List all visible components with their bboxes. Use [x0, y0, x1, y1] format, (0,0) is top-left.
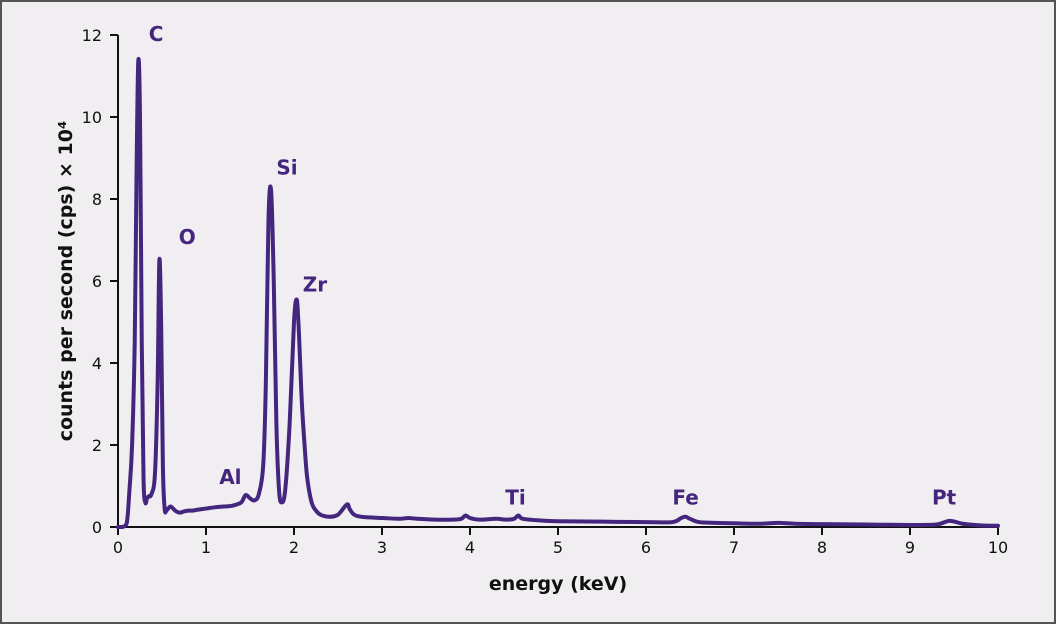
x-tick-label: 4 [465, 538, 475, 557]
x-tick-label: 10 [988, 538, 1008, 557]
peak-label-pt: Pt [932, 485, 957, 509]
spectrum-line [116, 57, 1000, 529]
y-tick-label: 12 [82, 26, 102, 45]
peak-label-fe: Fe [672, 485, 698, 509]
x-tick-label: 3 [377, 538, 387, 557]
peak-label-ti: Ti [505, 485, 526, 509]
y-axis-ticks: 0 2 4 6 8 10 12 [82, 26, 118, 537]
x-tick-label: 8 [817, 538, 827, 557]
peak-label-zr: Zr [303, 272, 328, 296]
x-tick-label: 9 [905, 538, 915, 557]
x-axis-ticks: 0 1 2 3 4 5 6 7 8 9 10 [113, 527, 1008, 557]
y-tick-label: 2 [92, 436, 102, 455]
x-tick-label: 2 [289, 538, 299, 557]
y-tick-label: 8 [92, 190, 102, 209]
x-tick-label: 7 [729, 538, 739, 557]
y-tick-label: 6 [92, 272, 102, 291]
x-tick-label: 1 [201, 538, 211, 557]
peak-annotations: C O Al Si Zr Ti Fe Pt [149, 22, 957, 509]
x-tick-label: 0 [113, 538, 123, 557]
x-tick-label: 6 [641, 538, 651, 557]
peak-label-si: Si [276, 155, 297, 179]
peak-label-c: C [149, 22, 164, 46]
y-axis-title: counts per second (cps) × 10⁴ [55, 121, 77, 442]
y-tick-label: 4 [92, 354, 102, 373]
peak-label-o: O [179, 225, 196, 249]
peak-label-al: Al [219, 465, 241, 489]
x-tick-label: 5 [553, 538, 563, 557]
y-tick-label: 10 [82, 108, 102, 127]
x-axis-title: energy (keV) [489, 573, 627, 595]
y-tick-label: 0 [92, 518, 102, 537]
